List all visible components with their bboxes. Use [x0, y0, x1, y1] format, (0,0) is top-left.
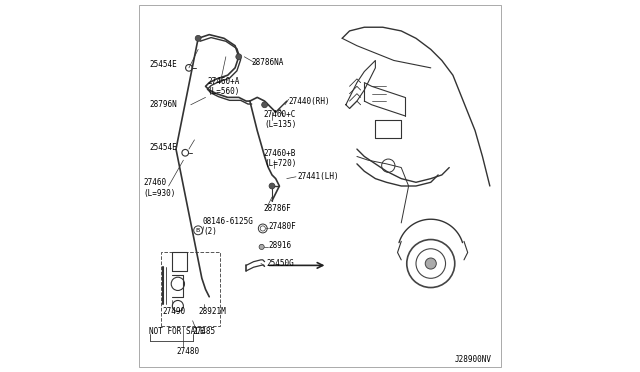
Text: 28916: 28916	[268, 241, 291, 250]
Circle shape	[425, 258, 436, 269]
Text: 27460+A
(L=560): 27460+A (L=560)	[207, 77, 240, 96]
Text: J28900NV: J28900NV	[454, 355, 492, 364]
Text: 25454E: 25454E	[149, 143, 177, 152]
Circle shape	[269, 183, 275, 189]
Text: 27460+B
(L=720): 27460+B (L=720)	[264, 148, 296, 168]
Circle shape	[259, 244, 264, 250]
Text: 08146-6125G
(2): 08146-6125G (2)	[203, 217, 254, 236]
Text: 27485: 27485	[193, 327, 216, 336]
Text: 27490: 27490	[162, 307, 185, 316]
Circle shape	[262, 102, 268, 108]
Circle shape	[236, 54, 242, 60]
Text: 28796N: 28796N	[149, 100, 177, 109]
Text: 25454E: 25454E	[149, 60, 177, 69]
Text: 27460+C
(L=135): 27460+C (L=135)	[264, 110, 296, 129]
Text: 27440(RH): 27440(RH)	[289, 97, 330, 106]
Bar	[161, 253, 220, 326]
Circle shape	[195, 35, 201, 41]
Text: B: B	[195, 228, 200, 233]
Text: 27480: 27480	[177, 347, 200, 356]
Text: NOT FOR SALE: NOT FOR SALE	[148, 327, 204, 336]
Text: 28786F: 28786F	[264, 203, 292, 213]
Text: 28921M: 28921M	[198, 307, 226, 316]
Text: 25450G: 25450G	[266, 259, 294, 268]
Text: 27441(LH): 27441(LH)	[298, 172, 339, 181]
Text: 28786NA: 28786NA	[252, 58, 284, 67]
Text: 27460
(L=930): 27460 (L=930)	[143, 178, 176, 198]
Text: 27480F: 27480F	[268, 222, 296, 231]
